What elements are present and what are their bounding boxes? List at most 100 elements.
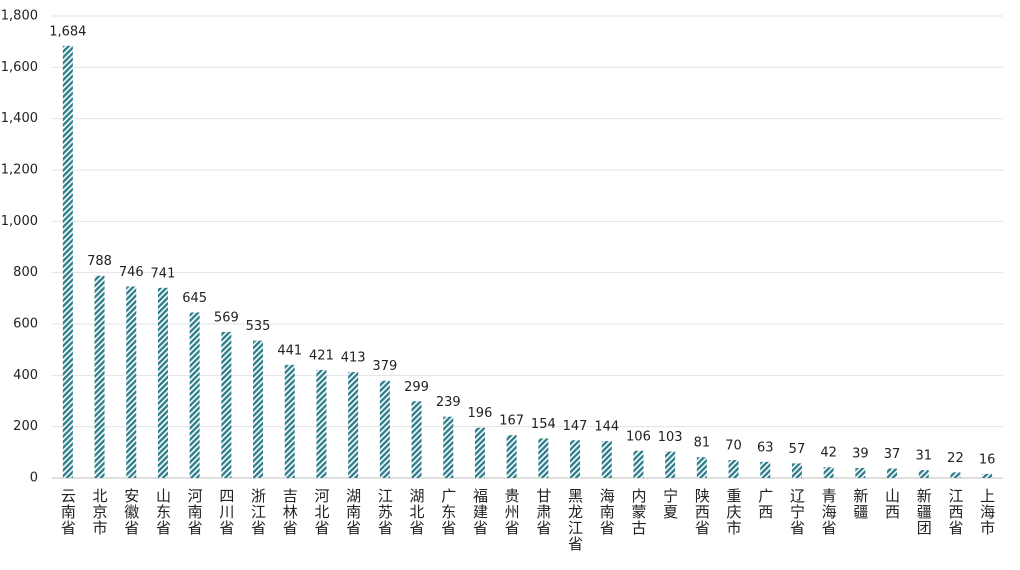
y-tick-label: 1,000: [1, 214, 38, 229]
bar: [855, 467, 866, 478]
x-tick-label: 江苏省: [376, 488, 394, 536]
bar: [760, 461, 771, 478]
x-tick-label: 海南省: [598, 488, 616, 536]
value-label: 239: [436, 395, 461, 410]
x-tick-label: 陕西省: [693, 488, 711, 536]
bar: [221, 331, 232, 478]
bar: [950, 472, 961, 478]
value-label: 645: [182, 291, 207, 306]
bar: [94, 275, 105, 478]
x-tick-label: 青海省: [820, 488, 838, 536]
value-label: 746: [119, 265, 144, 280]
bar: [284, 364, 295, 478]
value-label: 106: [626, 429, 651, 444]
value-label: 63: [757, 440, 774, 455]
value-label: 144: [594, 420, 619, 435]
bar: [823, 467, 834, 478]
bar: [665, 451, 676, 478]
x-tick-label: 上海市: [978, 488, 996, 536]
value-label: 569: [214, 310, 239, 325]
value-label: 413: [341, 350, 366, 365]
value-label: 299: [404, 380, 429, 395]
x-tick-label: 河南省: [186, 488, 204, 536]
x-tick-label: 福建省: [471, 488, 489, 536]
x-tick-label: 宁夏: [661, 488, 679, 520]
y-tick-label: 600: [13, 317, 38, 332]
value-label: 741: [151, 266, 176, 281]
value-label: 421: [309, 348, 334, 363]
value-label: 788: [87, 254, 112, 269]
x-tick-label: 浙江省: [249, 488, 267, 536]
y-tick-label: 400: [13, 368, 38, 383]
bar: [538, 438, 549, 478]
x-tick-label: 河北省: [312, 488, 330, 536]
bar: [633, 450, 644, 478]
bar: [189, 312, 200, 478]
x-tick-label: 北京市: [91, 488, 109, 536]
bar: [348, 371, 359, 478]
x-tick-label: 甘肃省: [534, 488, 552, 536]
value-label: 535: [246, 319, 271, 334]
x-tick-label: 新疆: [851, 488, 869, 520]
x-tick-label: 广西: [756, 488, 774, 520]
bar: [253, 340, 264, 478]
value-label: 16: [979, 452, 996, 467]
y-tick-label: 200: [13, 419, 38, 434]
y-tick-label: 1,600: [1, 60, 38, 75]
value-label: 167: [499, 414, 524, 429]
value-label: 57: [789, 442, 806, 457]
x-tick-label: 重庆市: [725, 488, 743, 536]
bar: [379, 380, 390, 478]
x-tick-label: 江西省: [946, 488, 964, 536]
x-tick-label: 贵州省: [503, 488, 521, 536]
value-label: 154: [531, 417, 556, 432]
x-tick-label: 新疆团: [915, 488, 933, 536]
value-label: 81: [694, 436, 711, 451]
value-label: 147: [563, 419, 588, 434]
bar: [126, 286, 137, 478]
x-tick-label: 辽宁省: [788, 488, 806, 536]
value-label: 1,684: [49, 24, 86, 39]
y-tick-label: 800: [13, 265, 38, 280]
bar: [506, 435, 517, 478]
value-label: 70: [725, 439, 742, 454]
bar: [316, 369, 327, 478]
bar: [982, 473, 993, 478]
y-tick-label: 1,200: [1, 163, 38, 178]
value-label: 31: [915, 449, 932, 464]
x-tick-label: 云南省: [59, 488, 77, 536]
value-label: 196: [468, 406, 493, 421]
x-tick-label: 安徽省: [122, 488, 140, 536]
x-tick-label: 山西: [883, 488, 901, 520]
x-tick-label: 吉林省: [281, 488, 299, 536]
bar: [696, 457, 707, 478]
y-tick-label: 1,400: [1, 111, 38, 126]
y-tick-label: 1,800: [1, 9, 38, 24]
bar: [474, 427, 485, 478]
bar: [411, 401, 422, 478]
bar: [887, 468, 898, 478]
bar: [570, 440, 581, 478]
value-label: 37: [884, 447, 901, 462]
bar: [443, 416, 454, 478]
value-label: 441: [277, 343, 302, 358]
y-tick-label: 0: [30, 471, 38, 486]
value-label: 379: [372, 359, 397, 374]
bar: [791, 463, 802, 478]
x-tick-label: 山东省: [154, 488, 172, 536]
x-tick-label: 内蒙古: [629, 488, 647, 536]
bar: [62, 45, 73, 478]
x-tick-label: 湖北省: [408, 488, 426, 536]
x-tick-label: 广东省: [439, 488, 457, 536]
x-tick-label: 黑龙江省: [566, 488, 584, 552]
bar: [918, 470, 929, 478]
bar: [157, 287, 168, 478]
bar: [728, 460, 739, 478]
value-label: 22: [947, 451, 964, 466]
x-tick-label: 四川省: [217, 488, 235, 536]
value-label: 39: [852, 446, 869, 461]
value-label: 103: [658, 430, 683, 445]
value-label: 42: [820, 446, 837, 461]
x-tick-label: 湖南省: [344, 488, 362, 536]
